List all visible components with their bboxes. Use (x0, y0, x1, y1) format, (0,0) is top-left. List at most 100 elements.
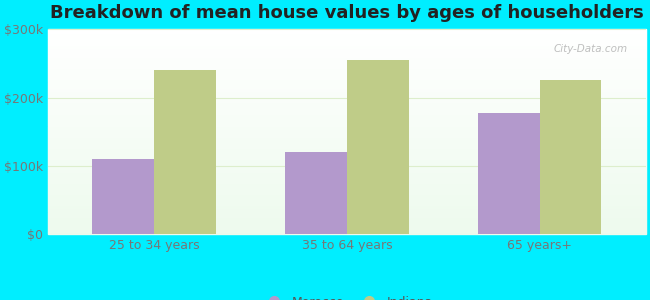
Bar (48, 57, 646, 58)
Bar (540, 80, 601, 234)
Bar (48, 229, 646, 230)
Bar (48, 65, 646, 66)
Bar (48, 36, 646, 38)
Bar (48, 112, 646, 113)
Bar (48, 82, 646, 83)
Bar (48, 124, 646, 125)
Bar (48, 64, 646, 65)
Bar (48, 161, 646, 162)
Bar (48, 196, 646, 197)
Bar (48, 96, 646, 97)
Bar (48, 128, 646, 129)
Bar (48, 182, 646, 183)
Bar (48, 99, 646, 100)
Bar (48, 116, 646, 117)
Bar (48, 191, 646, 192)
Bar (48, 73, 646, 74)
Bar (48, 221, 646, 222)
Bar (48, 150, 646, 151)
Bar (48, 231, 646, 232)
Bar (48, 120, 646, 122)
Bar (48, 51, 646, 52)
Bar (48, 199, 646, 200)
Bar (48, 228, 646, 229)
Bar (48, 56, 646, 57)
Bar (48, 185, 646, 186)
Bar (48, 209, 646, 211)
Bar (48, 189, 646, 190)
Bar (48, 220, 646, 221)
Bar (48, 230, 646, 231)
Bar (48, 67, 646, 68)
Bar (48, 146, 646, 147)
Bar (48, 233, 646, 234)
Bar (48, 144, 646, 145)
Bar (48, 167, 646, 169)
Bar (48, 211, 646, 212)
Bar (48, 207, 646, 208)
Bar (48, 50, 646, 51)
Bar (48, 169, 646, 170)
Bar (48, 78, 646, 80)
Bar (48, 91, 646, 92)
Bar (48, 179, 646, 180)
Bar (48, 53, 646, 54)
Bar (48, 178, 646, 179)
Bar (48, 160, 646, 161)
Bar (48, 134, 646, 135)
Bar (48, 104, 646, 105)
Bar (48, 180, 646, 181)
Bar (48, 176, 646, 177)
Bar (48, 103, 646, 104)
Bar (48, 147, 646, 148)
Bar (48, 162, 646, 164)
Bar (48, 82, 646, 83)
Bar (48, 177, 646, 178)
Bar (48, 227, 646, 228)
Bar (48, 40, 646, 42)
Bar (48, 125, 646, 127)
Bar (48, 148, 646, 149)
Bar (48, 156, 646, 157)
Bar (48, 214, 646, 216)
Bar (48, 216, 646, 217)
Bar (48, 194, 646, 195)
Bar (48, 201, 646, 202)
Bar (154, 70, 216, 234)
Bar (48, 119, 646, 120)
Bar (48, 29, 646, 30)
Bar (48, 95, 646, 96)
Bar (48, 63, 646, 64)
Bar (48, 90, 646, 91)
Bar (285, 152, 347, 234)
Bar (48, 88, 646, 90)
Bar (48, 114, 646, 115)
Text: City-Data.com: City-Data.com (554, 44, 628, 54)
Bar (48, 80, 646, 82)
Bar (48, 118, 646, 119)
Bar (48, 139, 646, 140)
Bar (48, 100, 646, 101)
Bar (48, 203, 646, 204)
Bar (48, 130, 646, 132)
Bar (48, 108, 646, 109)
Bar (48, 115, 646, 116)
Bar (48, 145, 646, 146)
Bar (48, 208, 646, 209)
Bar (347, 60, 409, 234)
Bar (48, 42, 646, 43)
Title: Breakdown of mean house values by ages of householders: Breakdown of mean house values by ages o… (50, 4, 644, 22)
Bar (48, 59, 646, 60)
Bar (48, 138, 646, 139)
Bar (48, 224, 646, 225)
Bar (48, 74, 646, 75)
Bar (48, 192, 646, 193)
Bar (48, 165, 646, 166)
Bar (48, 70, 646, 71)
Bar (48, 151, 646, 152)
Bar (48, 127, 646, 128)
Bar (48, 141, 646, 142)
Bar (48, 152, 646, 153)
Bar (48, 44, 646, 45)
Bar (48, 49, 646, 50)
